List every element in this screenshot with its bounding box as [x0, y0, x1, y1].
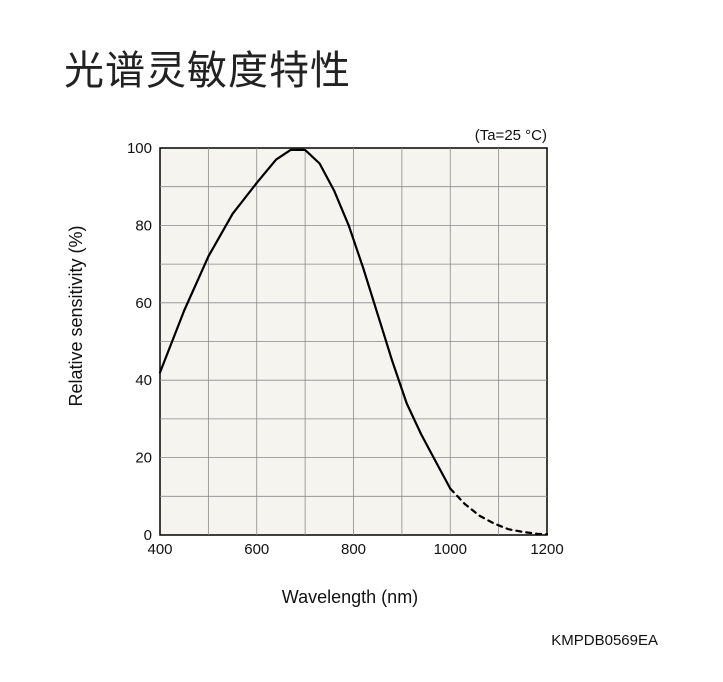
x-tick-label: 1000 — [434, 541, 467, 558]
x-tick-label: 600 — [244, 541, 269, 558]
grid-lines — [160, 148, 547, 535]
y-tick-label: 60 — [135, 295, 152, 312]
y-tick-label: 80 — [135, 217, 152, 234]
y-tick-label: 0 — [144, 527, 152, 544]
page-title: 光谱灵敏度特性 — [64, 48, 351, 94]
y-tick-label: 40 — [135, 372, 152, 389]
series-line-dashed — [449, 487, 549, 536]
condition-label: (Ta=25 °C) — [475, 127, 547, 144]
figure-code: KMPDB0569EA — [551, 632, 658, 649]
series-line-solid — [158, 148, 452, 490]
y-tick-labels: 0 20 40 60 80 100 — [127, 140, 152, 544]
y-tick-label: 100 — [127, 140, 152, 157]
x-tick-labels: 400 600 800 1000 1200 — [147, 541, 563, 558]
x-axis-label: Wavelength (nm) — [282, 587, 418, 607]
x-tick-label: 1200 — [530, 541, 563, 558]
data-series — [158, 148, 549, 536]
x-tick-label: 800 — [341, 541, 366, 558]
y-axis-label: Relative sensitivity (%) — [66, 225, 86, 406]
y-tick-label: 20 — [135, 450, 152, 467]
x-tick-label: 400 — [147, 541, 172, 558]
